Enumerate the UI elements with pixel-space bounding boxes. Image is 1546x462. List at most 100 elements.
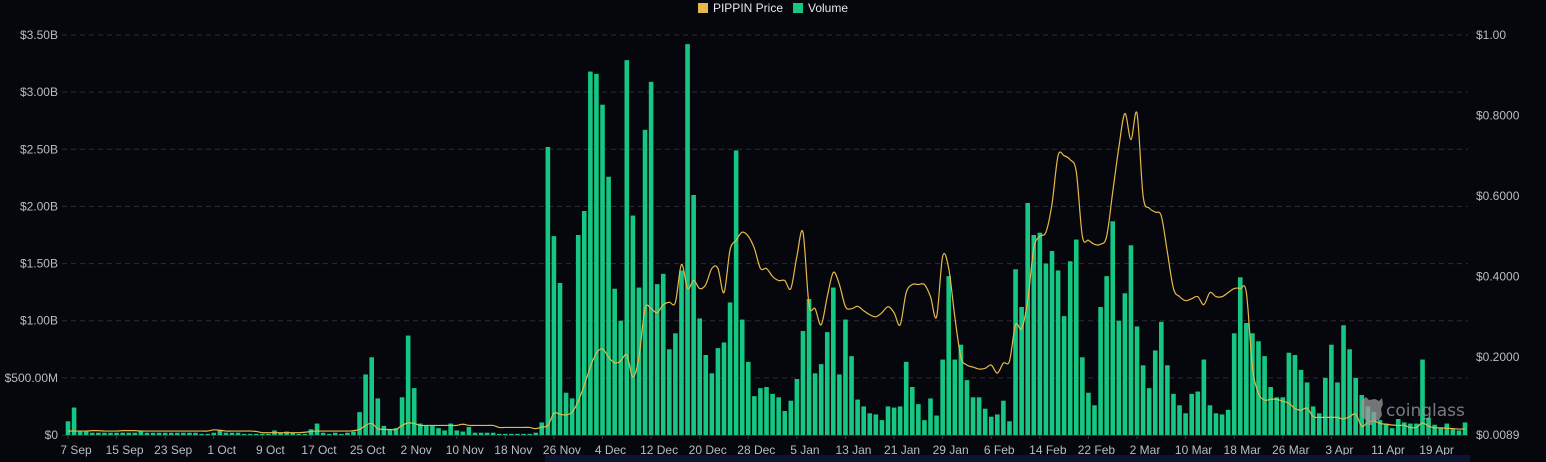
volume-bar <box>1122 293 1128 435</box>
volume-bar <box>1323 377 1328 435</box>
volume-bar <box>332 432 338 435</box>
x-tick-label: 1 Oct <box>207 443 236 457</box>
volume-bar <box>800 331 806 435</box>
volume-bar <box>1310 406 1316 435</box>
volume-bar <box>1401 422 1407 435</box>
volume-bar <box>144 432 150 435</box>
volume-bar <box>849 356 854 435</box>
volume-bar <box>1092 405 1097 435</box>
legend-item-volume[interactable]: Volume <box>793 1 848 15</box>
volume-bar <box>454 430 460 435</box>
x-tick-label: 11 Apr <box>1371 443 1405 457</box>
volume-bar <box>1444 423 1450 435</box>
watermark-text: coinglass <box>1386 401 1465 421</box>
volume-bar <box>357 412 362 435</box>
volume-bar <box>175 432 180 435</box>
volume-bar <box>1414 423 1419 435</box>
volume-bar <box>369 357 374 435</box>
volume-bar <box>1389 428 1395 435</box>
volume-bar <box>187 432 192 435</box>
right-tick-label: $0.0089 <box>1476 428 1520 442</box>
volume-bar <box>885 406 891 435</box>
volume-bar <box>339 433 344 435</box>
volume-bar <box>703 355 709 435</box>
volume-bar <box>922 420 927 435</box>
range-scroller[interactable] <box>545 455 1470 462</box>
volume-bar <box>387 429 393 435</box>
volume-bar <box>241 433 247 435</box>
volume-bar <box>770 393 775 435</box>
volume-bar <box>1262 356 1267 435</box>
volume-bar <box>1134 326 1140 435</box>
volume-bar <box>89 432 95 435</box>
volume-bar <box>1013 269 1018 435</box>
volume-bar <box>436 428 441 435</box>
volume-bar <box>1110 221 1116 435</box>
volume-bar <box>1335 382 1340 435</box>
volume-bar <box>199 433 204 435</box>
x-tick-label: 26 Nov <box>543 443 581 457</box>
right-tick-label: $0.2000 <box>1476 350 1520 364</box>
volume-bar <box>1031 235 1037 435</box>
volume-bar <box>721 342 727 435</box>
volume-bar <box>569 398 575 435</box>
volume-bar <box>503 433 508 435</box>
volume-bar <box>739 319 745 435</box>
volume-bar <box>1316 413 1322 435</box>
volume-bar <box>296 433 302 435</box>
volume-bar <box>758 388 763 435</box>
x-tick-label: 29 Jan <box>933 443 969 457</box>
volume-bar <box>934 415 939 435</box>
volume-bar <box>624 60 630 436</box>
legend-item-price[interactable]: PIPPIN Price <box>697 1 783 15</box>
x-tick-label: 9 Oct <box>256 443 285 457</box>
volume-bar <box>575 235 581 435</box>
volume-bar <box>1183 413 1188 435</box>
volume-bar <box>745 361 751 435</box>
volume-bar <box>545 147 551 435</box>
volume-bar <box>1353 377 1358 435</box>
volume-bar <box>1244 323 1249 435</box>
volume-bar <box>150 432 156 435</box>
volume-bar <box>1329 344 1334 435</box>
volume-bar <box>442 430 447 435</box>
volume-bar <box>1280 397 1286 435</box>
gridlines <box>62 34 1468 379</box>
volume-bar <box>223 432 229 435</box>
volume-bar <box>472 432 478 435</box>
right-tick-label: $1.00 <box>1476 28 1506 42</box>
x-tick-label: 18 Nov <box>494 443 532 457</box>
volume-bar <box>970 397 976 435</box>
left-tick-label: $500.00M <box>5 371 58 385</box>
volume-bar <box>873 414 879 435</box>
volume-bar <box>928 398 933 435</box>
x-tick-label: 5 Jan <box>790 443 819 457</box>
volume-bar <box>205 433 211 435</box>
volume-bar <box>126 432 132 435</box>
volume-bar <box>1025 203 1030 435</box>
volume-bar <box>1001 400 1006 435</box>
volume-bar <box>1371 412 1377 435</box>
volume-bar <box>1195 391 1201 435</box>
x-tick-label: 19 Apr <box>1419 443 1454 457</box>
volume-bar <box>320 432 326 435</box>
volume-bar <box>879 420 885 435</box>
x-axis: 7 Sep 15 Sep 23 Sep 1 Oct 9 Oct 17 Oct 25 Oct 2… <box>60 435 1468 457</box>
volume-bar <box>660 273 666 435</box>
volume-bar <box>1073 239 1079 435</box>
volume-bar <box>988 416 994 435</box>
volume-bar <box>1116 320 1122 435</box>
x-tick-label: 20 Dec <box>689 443 727 457</box>
volume-bar <box>1225 409 1231 435</box>
legend: PIPPIN Price Volume <box>0 0 1546 16</box>
volume-bar <box>837 374 842 435</box>
volume-bar <box>855 399 860 435</box>
volume-bar <box>448 423 453 435</box>
price-line <box>68 111 1466 434</box>
coinglass-watermark: coinglass <box>1361 397 1465 425</box>
x-tick-label: 22 Feb <box>1078 443 1116 457</box>
volume-bar <box>642 129 648 435</box>
volume-bar <box>1292 355 1298 435</box>
volume-bar <box>1347 349 1352 435</box>
volume-bar <box>1377 420 1383 435</box>
